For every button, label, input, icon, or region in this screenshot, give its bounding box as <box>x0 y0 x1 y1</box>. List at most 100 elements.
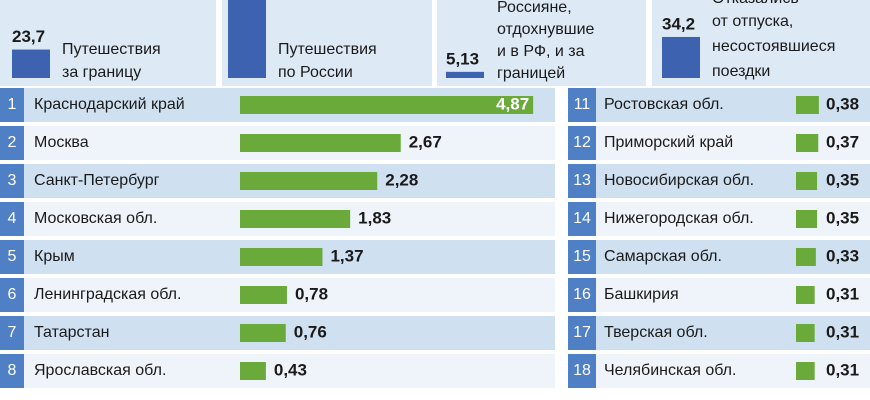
category: Московская обл. <box>34 210 157 227</box>
row-band <box>568 354 870 388</box>
category: Тверская обл. <box>604 324 708 341</box>
legend-value: 5,13 <box>446 49 479 68</box>
value-label: 0,78 <box>295 284 328 303</box>
bar <box>240 286 287 304</box>
row-band <box>0 354 555 388</box>
bar <box>240 210 351 228</box>
rank: 13 <box>573 172 591 189</box>
category: Приморский край <box>604 134 733 151</box>
legend-label: по России <box>278 64 353 81</box>
value-label: 0,38 <box>826 94 859 113</box>
rank: 16 <box>573 286 591 303</box>
rank: 2 <box>8 134 17 151</box>
rank: 14 <box>573 210 591 227</box>
rank-cell <box>0 354 24 388</box>
bar <box>796 248 816 266</box>
legend-label: Отказались <box>712 0 799 7</box>
rank: 15 <box>573 248 591 265</box>
legend-label: и в РФ, и за <box>497 43 585 60</box>
bar <box>240 248 323 266</box>
rank-cell <box>568 164 596 198</box>
value-label: 0,33 <box>826 246 859 265</box>
value-label: 0,76 <box>294 322 327 341</box>
bar <box>796 96 819 114</box>
bar <box>796 362 815 380</box>
category: Нижегородская обл. <box>604 210 754 227</box>
category: Краснодарский край <box>34 96 185 113</box>
category: Ярославская обл. <box>34 362 166 379</box>
bar <box>796 324 815 342</box>
rank-cell <box>568 88 596 122</box>
legend-box <box>437 0 646 86</box>
legend-value: 23,7 <box>12 27 45 46</box>
category: Крым <box>34 248 75 265</box>
bar <box>796 210 818 228</box>
value-label: 1,37 <box>330 246 363 265</box>
legend-label: за границу <box>62 64 141 81</box>
legend-label: Россияне, <box>497 0 572 16</box>
rank-cell <box>0 278 24 312</box>
value-label: 0,37 <box>826 132 859 151</box>
bar <box>240 134 401 152</box>
category: Ростовская обл. <box>604 96 724 113</box>
value-label: 0,31 <box>826 322 859 341</box>
category: Санкт-Петербург <box>34 172 160 189</box>
row-band <box>568 240 870 274</box>
legend-label: отдохнувшие <box>497 21 595 38</box>
rank-cell <box>568 126 596 160</box>
row-band <box>568 88 870 122</box>
legend-label: несостоявшиеся <box>712 38 835 55</box>
rank-cell <box>0 240 24 274</box>
rank: 12 <box>573 134 591 151</box>
category: Татарстан <box>34 324 109 341</box>
rank-cell <box>568 278 596 312</box>
legend-label: поездки <box>712 63 770 80</box>
bar <box>240 172 378 190</box>
bar <box>796 172 818 190</box>
bar <box>796 286 815 304</box>
rank: 18 <box>573 362 591 379</box>
legend-value: 34,2 <box>662 14 695 33</box>
category: Челябинская обл. <box>604 362 736 379</box>
rank-cell <box>568 354 596 388</box>
legend-label: Путешествия <box>62 41 161 58</box>
legend-swatch <box>662 36 700 78</box>
value-label: 4,87 <box>496 94 529 113</box>
category: Башкирия <box>604 286 679 303</box>
bar <box>240 96 534 114</box>
rank: 4 <box>8 210 17 227</box>
row-band <box>568 278 870 312</box>
value-label: 0,43 <box>274 360 307 379</box>
category: Москва <box>34 134 89 151</box>
rank: 5 <box>8 248 17 265</box>
bar <box>796 134 819 152</box>
value-label: 0,35 <box>826 170 859 189</box>
value-label: 1,83 <box>358 208 391 227</box>
legend-label: границей <box>497 65 565 82</box>
rank: 17 <box>573 324 591 341</box>
legend-swatch <box>228 0 266 78</box>
value-label: 2,28 <box>385 170 418 189</box>
row-band <box>568 126 870 160</box>
legend-swatch <box>446 71 484 78</box>
bar <box>240 324 286 342</box>
value-label: 0,31 <box>826 360 859 379</box>
rank: 7 <box>8 324 17 341</box>
row-band <box>568 316 870 350</box>
category: Новосибирская обл. <box>604 172 754 189</box>
rank: 3 <box>8 172 17 189</box>
bar <box>240 362 266 380</box>
legend-label: от отпуска, <box>712 13 793 30</box>
rank-cell <box>0 126 24 160</box>
value-label: 2,67 <box>409 132 442 151</box>
rank: 6 <box>8 286 17 303</box>
rank: 11 <box>574 96 591 113</box>
row-band <box>568 202 870 236</box>
row-band <box>568 164 870 198</box>
category: Ленинградская обл. <box>34 286 181 303</box>
legend-swatch <box>12 49 50 78</box>
rank-cell <box>0 88 24 122</box>
category: Самарская обл. <box>604 248 722 265</box>
rank: 1 <box>8 96 17 113</box>
